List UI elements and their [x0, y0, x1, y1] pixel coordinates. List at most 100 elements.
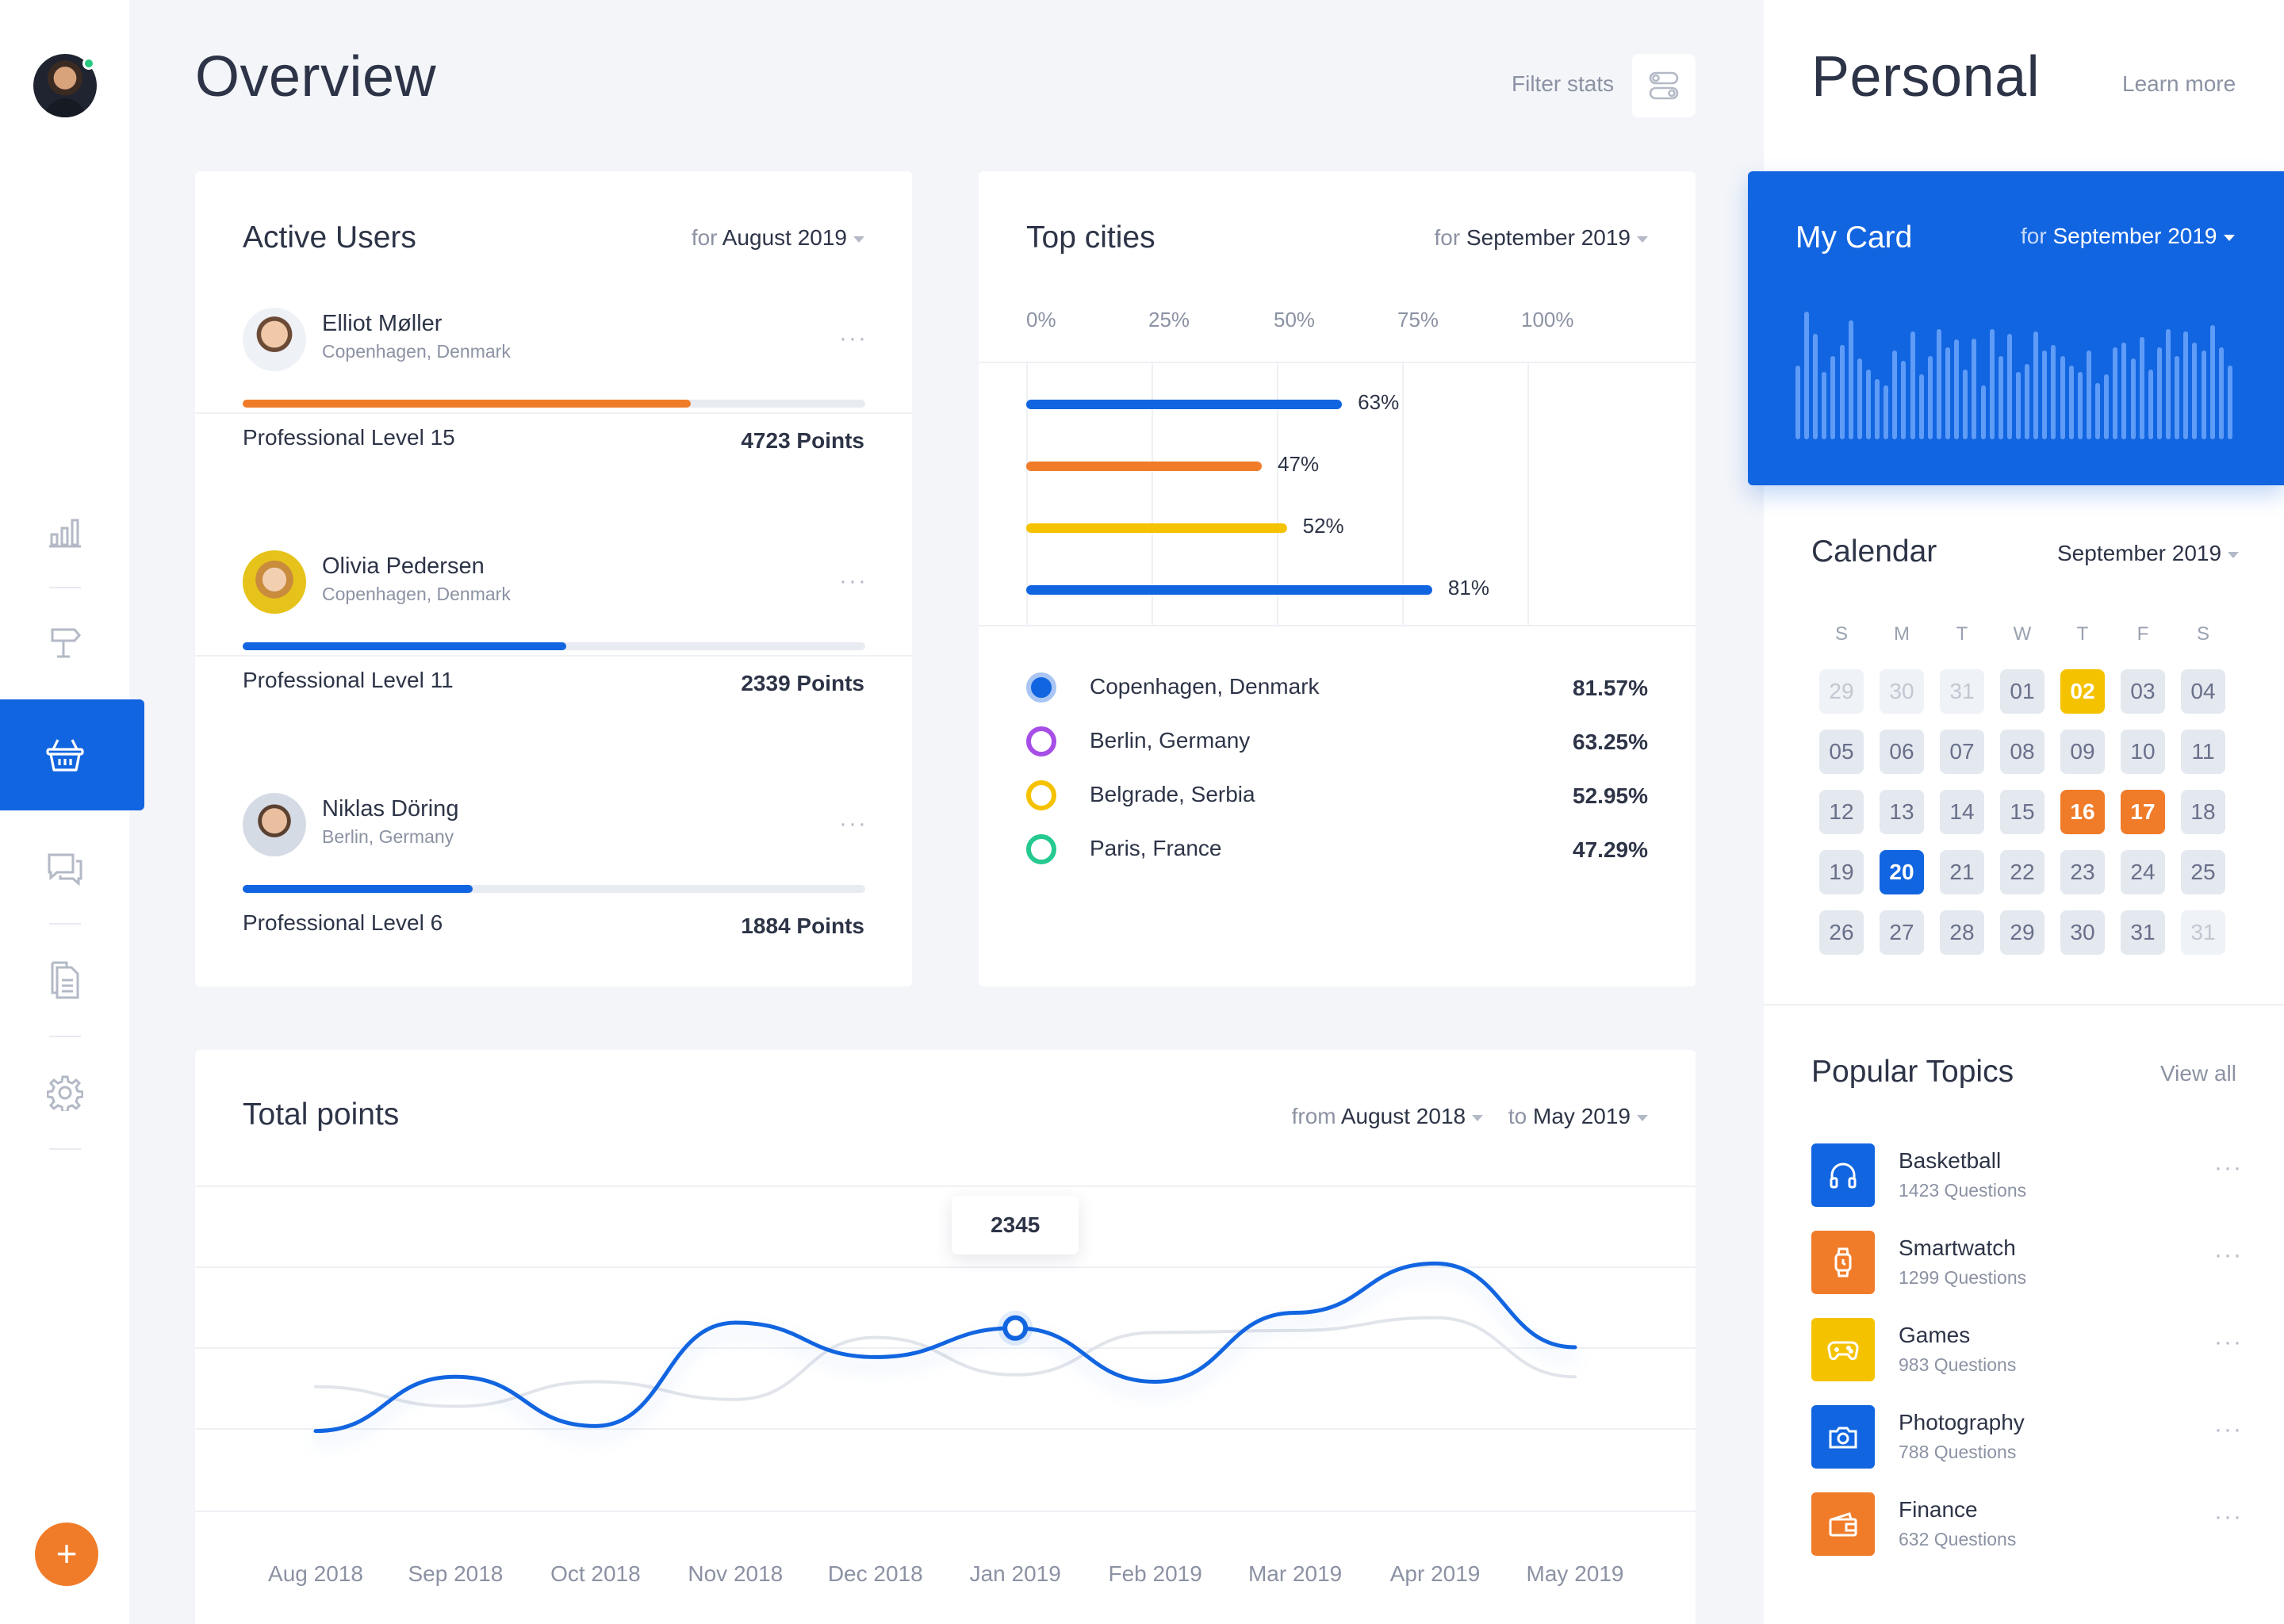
learn-more-link[interactable]: Learn more: [2122, 71, 2236, 96]
calendar-day[interactable]: 11: [2181, 730, 2225, 774]
topic-item[interactable]: Games 983 Questions ···: [1811, 1318, 2243, 1405]
add-button[interactable]: +: [35, 1522, 98, 1586]
calendar-month-select[interactable]: September 2019: [2057, 541, 2240, 566]
calendar-day[interactable]: 10: [2121, 730, 2165, 774]
my-card-bar: [1865, 369, 1871, 439]
view-all-link[interactable]: View all: [2160, 1061, 2236, 1086]
toggle-filter-icon: [1649, 71, 1679, 100]
my-card-bar: [1813, 334, 1818, 439]
calendar-day[interactable]: 20: [1880, 850, 1924, 894]
calendar-day[interactable]: 01: [2000, 669, 2044, 714]
personal-title: Personal: [1811, 45, 2041, 109]
my-card-bar: [2095, 382, 2101, 439]
user-avatar: [243, 793, 306, 856]
more-options-icon[interactable]: ···: [2214, 1329, 2243, 1355]
calendar-day[interactable]: 08: [2000, 730, 2044, 774]
sidebar: +: [0, 0, 144, 1624]
x-axis-label: Mar 2019: [1248, 1561, 1342, 1586]
calendar-day[interactable]: 06: [1880, 730, 1924, 774]
topic-item[interactable]: Smartwatch 1299 Questions ···: [1811, 1231, 2243, 1318]
gear-nav-icon[interactable]: [41, 1069, 89, 1116]
calendar-day[interactable]: 13: [1880, 790, 1924, 834]
calendar-day[interactable]: 02: [2060, 669, 2105, 714]
calendar-day[interactable]: 31: [2181, 910, 2225, 955]
calendar-day[interactable]: 19: [1819, 850, 1864, 894]
calendar-day[interactable]: 22: [2000, 850, 2044, 894]
grid-line: [1277, 363, 1278, 625]
calendar-day[interactable]: 24: [2121, 850, 2165, 894]
chat-nav-icon[interactable]: [41, 845, 89, 893]
calendar-day[interactable]: 27: [1880, 910, 1924, 955]
period-value: September 2019: [1466, 225, 1631, 250]
calendar-day[interactable]: 30: [1880, 669, 1924, 714]
date-from-select[interactable]: from August 2018: [1291, 1104, 1484, 1128]
topic-item[interactable]: Basketball 1423 Questions ···: [1811, 1143, 2243, 1231]
calendar-day[interactable]: 17: [2121, 790, 2165, 834]
weekday-label: S: [1834, 623, 1848, 645]
calendar-day[interactable]: 14: [1940, 790, 1984, 834]
calendar-day[interactable]: 03: [2121, 669, 2165, 714]
more-options-icon[interactable]: ···: [2214, 1242, 2243, 1268]
more-options-icon[interactable]: ···: [839, 325, 868, 351]
total-points-title: Total points: [243, 1097, 400, 1132]
calendar-day[interactable]: 21: [1940, 850, 1984, 894]
more-options-icon[interactable]: ···: [839, 568, 868, 594]
document-nav-icon[interactable]: [41, 956, 89, 1004]
my-card-bar: [2121, 342, 2127, 439]
topic-name: Smartwatch: [1899, 1235, 2016, 1260]
my-card-bar: [1830, 355, 1836, 439]
calendar-day[interactable]: 16: [2060, 790, 2105, 834]
calendar-day[interactable]: 30: [2060, 910, 2105, 955]
online-status-indicator: [82, 57, 95, 70]
calendar-day[interactable]: 09: [2060, 730, 2105, 774]
calendar-period: September 2019: [2057, 541, 2222, 565]
my-card-bar: [2113, 347, 2118, 439]
city-percent: 47.29%: [1573, 837, 1648, 862]
calendar-day[interactable]: 12: [1819, 790, 1864, 834]
calendar-day[interactable]: 28: [1940, 910, 1984, 955]
calendar-day[interactable]: 18: [2181, 790, 2225, 834]
highlight-point[interactable]: [1002, 1315, 1029, 1341]
more-options-icon[interactable]: ···: [2214, 1416, 2243, 1442]
my-card-period-select[interactable]: for September 2019: [2021, 224, 2235, 249]
active-users-period-select[interactable]: for August 2019: [692, 225, 864, 251]
filter-stats-button[interactable]: [1632, 54, 1696, 117]
calendar-day[interactable]: 07: [1940, 730, 1984, 774]
from-label: from: [1291, 1104, 1336, 1128]
nav-divider: [49, 587, 81, 588]
date-to-select[interactable]: to May 2019: [1508, 1104, 1648, 1128]
stats-nav-icon[interactable]: [41, 508, 89, 555]
topic-item[interactable]: Finance 632 Questions ···: [1811, 1492, 2243, 1580]
user-level: Professional Level 6: [243, 910, 443, 935]
calendar-day[interactable]: 26: [1819, 910, 1864, 955]
my-card-bar: [1892, 350, 1898, 439]
calendar-day[interactable]: 23: [2060, 850, 2105, 894]
my-card-bar: [2148, 369, 2153, 439]
city-bar: [1026, 585, 1432, 595]
more-options-icon[interactable]: ···: [2214, 1503, 2243, 1530]
calendar-day[interactable]: 31: [1940, 669, 1984, 714]
signpost-nav-icon[interactable]: [41, 619, 89, 666]
top-cities-period-select[interactable]: for September 2019: [1434, 225, 1648, 251]
calendar-day[interactable]: 29: [1819, 669, 1864, 714]
calendar-day[interactable]: 04: [2181, 669, 2225, 714]
basket-nav-icon[interactable]: [41, 731, 89, 779]
filter-stats-label[interactable]: Filter stats: [1512, 71, 1615, 96]
topic-item[interactable]: Photography 788 Questions ···: [1811, 1405, 2243, 1492]
x-axis-label: Sep 2018: [408, 1561, 503, 1586]
calendar-day[interactable]: 15: [2000, 790, 2044, 834]
my-card-bar: [1980, 385, 1986, 439]
my-card-bar: [1989, 328, 1995, 439]
more-options-icon[interactable]: ···: [2214, 1155, 2243, 1181]
active-users-card: Active Users for August 2019 Elliot Møll…: [195, 171, 912, 986]
calendar-day[interactable]: 29: [2000, 910, 2044, 955]
watch-icon: [1811, 1231, 1875, 1294]
calendar-grid: 29 30 31 01 02 03 04 05 06 07 08 09 10 11 12 13 14 15 16 17…: [1818, 669, 2246, 971]
calendar-day[interactable]: 25: [2181, 850, 2225, 894]
calendar-day[interactable]: 05: [1819, 730, 1864, 774]
more-options-icon[interactable]: ···: [839, 810, 868, 837]
my-card-bar: [1795, 365, 1800, 439]
my-card-bar: [1901, 361, 1907, 439]
legend-row: Copenhagen, Denmark 81.57%: [1026, 671, 1648, 725]
calendar-day[interactable]: 31: [2121, 910, 2165, 955]
